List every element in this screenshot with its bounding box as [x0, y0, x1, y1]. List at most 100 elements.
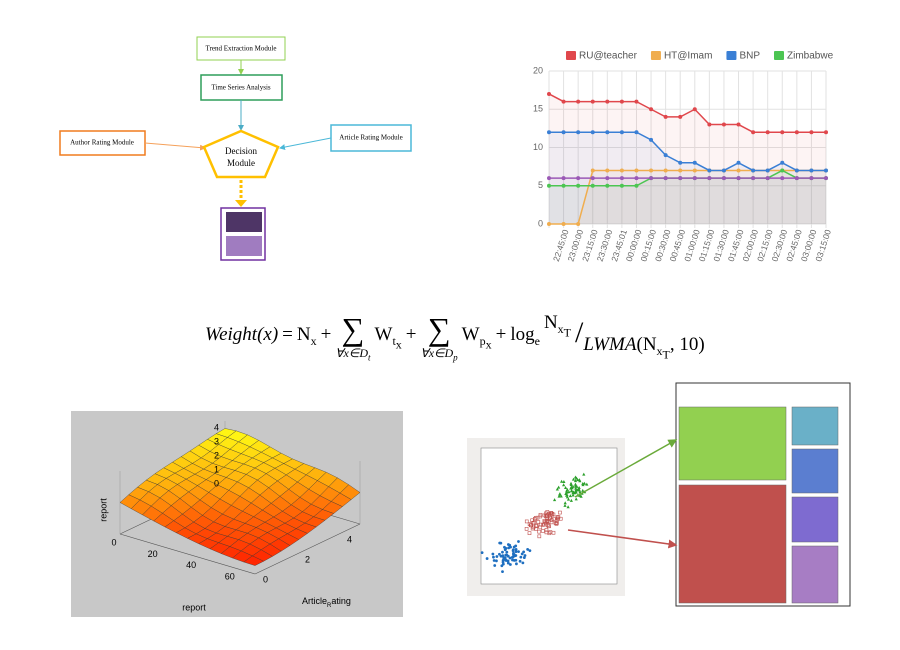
scatter-dot: [491, 552, 495, 556]
point: [547, 176, 551, 181]
scatter-dot: [571, 493, 575, 497]
node-label: Trend Extraction Module: [206, 45, 277, 53]
formula-token: , 10): [669, 334, 705, 355]
y-axis-label: ArticleRating: [302, 596, 351, 608]
arrow-head: [235, 200, 247, 207]
point: [619, 99, 624, 104]
series-line: [549, 131, 826, 172]
scatter-dot: [566, 505, 570, 509]
point: [780, 160, 785, 165]
point: [692, 107, 697, 112]
scatter-dot: [524, 527, 529, 531]
formula-token: p: [453, 352, 458, 363]
point: [605, 99, 610, 104]
box-edge: [254, 523, 361, 575]
point: [736, 168, 741, 173]
formula-token: xT: [657, 344, 670, 362]
treemap-cell: [791, 496, 839, 543]
formula-token: LWMA: [583, 334, 637, 355]
formula-token: ∀x∈D: [335, 346, 368, 360]
scatter-dot: [551, 517, 556, 521]
z-tick-label: 2: [214, 450, 219, 460]
scatter-dot: [514, 544, 518, 548]
scatter-dot: [582, 481, 587, 485]
point: [605, 130, 610, 135]
treemap-cell: [791, 448, 839, 494]
node-label: Article Rating Module: [339, 134, 402, 142]
point: [692, 168, 697, 173]
scatter-dot: [573, 484, 578, 488]
scatter-dot: [574, 497, 578, 501]
scatter-dot: [518, 559, 522, 563]
point: [736, 122, 741, 127]
scatter-dot: [535, 515, 540, 520]
legend-swatch: [566, 51, 576, 60]
scatter-dot: [570, 489, 574, 493]
point: [634, 176, 639, 181]
point: [547, 183, 551, 188]
point: [649, 137, 654, 142]
scatter-dot: [523, 554, 527, 557]
y-tick-label: 20: [533, 65, 543, 75]
formula-token: log: [510, 324, 535, 345]
scatter-dot: [527, 531, 532, 535]
legend-label: RU@teacher: [579, 51, 638, 62]
formula-token: ∀x∈D: [420, 346, 454, 360]
scatter-dot: [517, 550, 520, 553]
scatter-dot: [517, 540, 520, 543]
scatter-dot: [538, 522, 543, 527]
scatter-dot: [520, 552, 524, 556]
formula-token: x: [557, 321, 564, 336]
scatter-dot: [524, 519, 529, 524]
legend-swatch: [774, 51, 784, 60]
scatter-dot: [495, 559, 498, 563]
series-area: [549, 93, 826, 224]
formula-token: LWMA(NxT, 10): [583, 312, 704, 362]
formula-token: /: [575, 316, 584, 349]
formula-token: Weight(x): [205, 324, 279, 345]
point: [663, 168, 668, 173]
scatter-dot: [564, 486, 568, 490]
formula-token: x: [395, 337, 402, 352]
scatter-dot: [549, 511, 553, 516]
point: [663, 114, 668, 119]
y-tick-label: 0: [538, 218, 543, 228]
point: [707, 168, 712, 173]
point: [576, 99, 581, 104]
scatter-dot: [573, 479, 578, 483]
z-tick-label: 0: [214, 478, 219, 488]
scatter-dot: [495, 555, 499, 558]
scatter-dot: [563, 501, 567, 505]
point: [619, 168, 624, 173]
point: [561, 99, 566, 104]
formula-token: px: [480, 334, 492, 351]
point: [590, 176, 595, 181]
point: [751, 176, 756, 181]
scatter-dot: [562, 483, 566, 487]
scatter-dot: [541, 529, 545, 533]
scatter-dot: [531, 520, 536, 525]
scatter-dot: [505, 550, 509, 554]
scatter-dot: [573, 475, 578, 479]
scatter-dot: [537, 534, 542, 539]
formula-token: W: [461, 324, 480, 345]
scatter-dot: [554, 519, 559, 523]
formula-token: x: [310, 333, 317, 348]
point: [794, 130, 799, 135]
label-part: Article: [302, 596, 327, 606]
scatter-dot: [569, 483, 573, 487]
formula-token: +: [495, 324, 507, 345]
scatter-dot: [508, 545, 512, 549]
formula-token: ∑: [341, 311, 365, 347]
point: [576, 130, 581, 135]
formula-token: =: [282, 324, 293, 345]
scatter-dot: [492, 555, 495, 559]
formula-token: T: [662, 347, 670, 362]
scatter-dot: [534, 523, 538, 528]
scatter-dot: [546, 524, 551, 529]
formula-token: +: [405, 324, 417, 345]
point: [619, 130, 624, 135]
point: [707, 176, 712, 181]
